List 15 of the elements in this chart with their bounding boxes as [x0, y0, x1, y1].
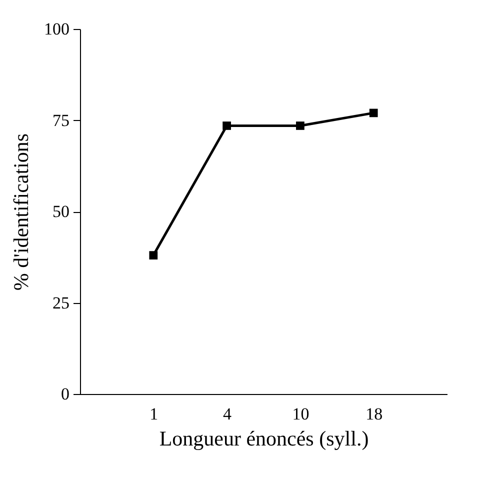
- x-tick-label: 10: [292, 404, 310, 424]
- x-axis-title: Longueur énoncés (syll.): [159, 426, 369, 450]
- y-tick-label: 0: [61, 384, 70, 404]
- y-tick-label: 100: [44, 20, 70, 38]
- point: [149, 251, 158, 260]
- y-tick-label: 50: [52, 202, 70, 221]
- point: [222, 122, 231, 130]
- x-tick-label: 18: [366, 404, 383, 424]
- point: [369, 108, 378, 118]
- x-tick-label: 4: [223, 404, 232, 424]
- y-tick-label: 75: [52, 110, 70, 130]
- y-tick-label: 25: [52, 293, 70, 312]
- y-axis-title: % d'identifications: [9, 133, 33, 291]
- point: [296, 122, 304, 130]
- x-tick-label: 1: [150, 404, 158, 424]
